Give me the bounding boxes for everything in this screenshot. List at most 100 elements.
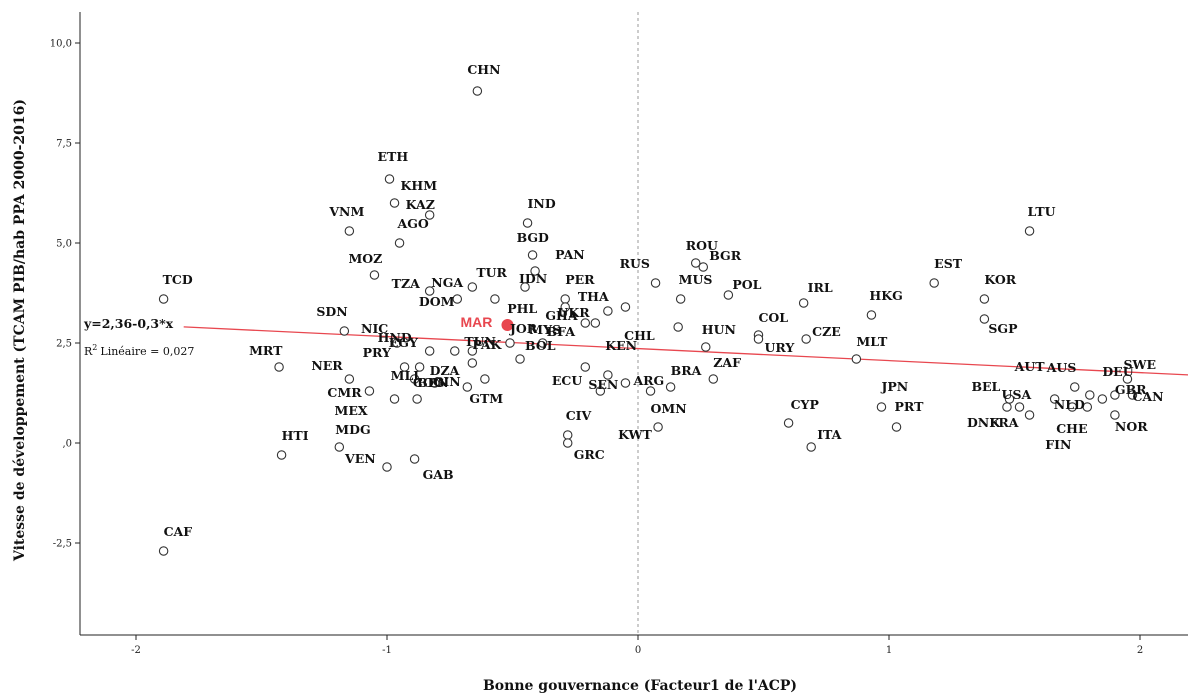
point-label-pan: PAN: [555, 247, 585, 262]
point-sdn: [339, 326, 350, 336]
point-idn: [520, 282, 530, 292]
point-label-dom: DOM: [419, 294, 455, 309]
point-ind: [522, 218, 533, 228]
point-label-hun: HUN: [702, 322, 736, 337]
point-per: [560, 294, 570, 304]
point-label-mus: MUS: [679, 272, 713, 287]
point-label-sgp: SGP: [988, 321, 1018, 336]
point-label-fra: FRA: [990, 415, 1019, 430]
fit-line: [183, 326, 1188, 376]
point-vnm: [344, 226, 355, 236]
y-tick-label: 7,5: [56, 139, 72, 150]
y-tick-label: 5,0: [56, 239, 72, 250]
point-label-cyp: CYP: [791, 397, 820, 412]
point-mlt: [851, 354, 862, 364]
point-dom: [490, 294, 500, 304]
point-label-jor: JOR: [509, 321, 538, 336]
point-label-mys: MYS: [529, 322, 561, 337]
plot-frame: [79, 12, 1188, 636]
point-hkg: [866, 310, 877, 320]
point-label-mrt: MRT: [249, 343, 283, 358]
point-hun: [701, 342, 711, 352]
point-label-hti: HTI: [282, 428, 309, 443]
point-label-usa: USA: [1002, 387, 1032, 402]
point-label-dnk: DNK: [967, 415, 1001, 430]
point-deu: [1097, 394, 1108, 404]
point-mus: [675, 294, 686, 304]
point-label-bel: BEL: [971, 379, 1000, 394]
r2-value: Linéaire = 0,027: [100, 345, 194, 358]
point-label-gin: GIN: [433, 374, 461, 389]
point-pak: [467, 358, 478, 368]
point-cmr: [364, 386, 375, 396]
x-tick-label: -1: [382, 645, 392, 656]
point-label-sdn: SDN: [316, 304, 347, 319]
point-label-ita: ITA: [817, 427, 841, 442]
y-tick-label: 10,0: [50, 39, 72, 50]
point-label-bra: BRA: [671, 363, 702, 378]
point-label-swe: SWE: [1123, 357, 1156, 372]
fit-line-group: [183, 326, 1188, 376]
point-labels: CHN ETH KHM VNM KAZ AGO MOZ TZA NGA TUR DOM IND BGD P…: [163, 62, 1164, 539]
y-axis-title: Vitesse de développement (TCAM PIB/hab P…: [12, 99, 28, 562]
point-label-ukr: UKR: [557, 305, 590, 320]
point-label-mli: MLI: [391, 368, 420, 383]
point-label-vnm: VNM: [328, 204, 364, 219]
point-label-eth: ETH: [378, 149, 409, 164]
point-label-col: COL: [758, 310, 788, 325]
point-mys: [580, 318, 591, 328]
point-khm: [389, 198, 400, 208]
point-kaz: [424, 210, 435, 220]
data-points: [158, 86, 1138, 556]
point-est: [929, 278, 939, 288]
point-label-ltu: LTU: [1028, 204, 1056, 219]
point-sgp: [979, 314, 990, 324]
point-label-per: PER: [565, 272, 595, 287]
point-hnd: [424, 346, 435, 356]
r2-superscript: 2: [92, 343, 97, 352]
point-can: [1127, 390, 1138, 400]
y-tick-label: 2,5: [56, 339, 72, 350]
point-phl: [560, 302, 570, 312]
axis-ticks: -2 -1 0 1 2 -2,5 ,0 2,5 5,0 7,5 10,0: [50, 39, 1143, 657]
point-gtm: [462, 382, 473, 392]
highlight-label: MAR: [460, 314, 492, 330]
point-label-ven: VEN: [344, 451, 376, 466]
point-label-tun: TUN: [464, 334, 496, 349]
point-label-ner: NER: [311, 358, 343, 373]
point-cze: [801, 334, 811, 344]
point-label-civ: CIV: [566, 408, 592, 423]
point-label-rou: ROU: [686, 238, 718, 253]
x-tick-label: 0: [635, 645, 641, 656]
point-label-aus: AUS: [1046, 360, 1077, 375]
point-mex: [389, 394, 400, 404]
point-grc: [562, 438, 573, 448]
point-nic: [392, 338, 402, 348]
point-label-dza: DZA: [430, 363, 460, 378]
point-prt: [891, 422, 902, 432]
point-swe: [1122, 374, 1133, 384]
point-label-tur: TUR: [476, 265, 507, 280]
point-gha: [590, 318, 601, 328]
point-label-gtm: GTM: [469, 391, 503, 406]
point-label-caf: CAF: [164, 524, 193, 539]
point-label-mlt: MLT: [856, 334, 888, 349]
point-label-kor: KOR: [984, 272, 1016, 287]
point-zaf: [708, 374, 719, 384]
point-jpn: [876, 402, 887, 412]
point-aus: [1069, 382, 1080, 392]
point-label-gbr: GBR: [1115, 382, 1147, 397]
point-pry: [399, 362, 410, 372]
point-ltu: [1024, 226, 1035, 236]
fit-equation-label: y=2,36-0,3*x: [83, 316, 174, 331]
point-label-aut: AUT: [1014, 359, 1046, 374]
point-label-ind: IND: [528, 196, 556, 211]
point-label-deu: DEU: [1102, 364, 1133, 379]
point-jor: [505, 338, 515, 348]
point-label-est: EST: [934, 256, 963, 271]
point-kor: [979, 294, 990, 304]
point-dza: [414, 362, 425, 372]
point-gab: [409, 454, 420, 464]
point-ecu: [603, 370, 613, 380]
